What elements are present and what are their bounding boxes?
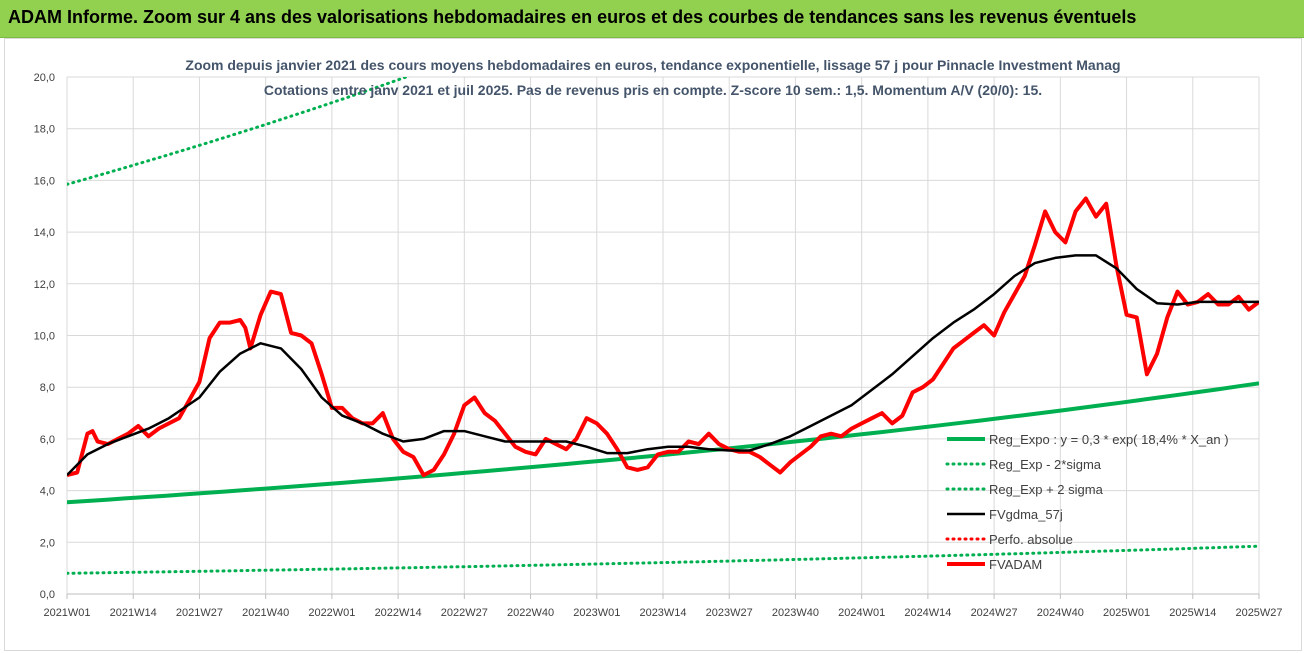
series-line-reg-exp-2-sigma bbox=[67, 544, 1259, 575]
axis-labels: 0,0 2,0 4,0 6,0 8,0 10,0 12,0 14,0 16,0 18,0 20,0 2… bbox=[34, 72, 1283, 619]
legend-label: FVADAM bbox=[989, 557, 1042, 572]
y-tick-label: 4,0 bbox=[40, 486, 55, 498]
x-tick-label: 2022W27 bbox=[441, 607, 488, 619]
y-tick-label: 2,0 bbox=[40, 537, 55, 549]
header-bar: ADAM Informe. Zoom sur 4 ans des valoris… bbox=[0, 0, 1304, 38]
legend: Reg_Expo : y = 0,3 * exp( 18,4% * X_an )… bbox=[945, 432, 1229, 572]
x-tick-label: 2025W14 bbox=[1169, 607, 1216, 619]
y-tick-label: 8,0 bbox=[40, 382, 55, 394]
x-tick-label: 2022W14 bbox=[375, 607, 422, 619]
y-tick-label: 6,0 bbox=[40, 434, 55, 446]
x-tick-label: 2021W01 bbox=[43, 607, 90, 619]
chart-area: 0,0 2,0 4,0 6,0 8,0 10,0 12,0 14,0 16,0 18,0 20,0 2… bbox=[4, 38, 1302, 651]
page-title: ADAM Informe. Zoom sur 4 ans des valoris… bbox=[8, 7, 1137, 27]
y-tick-label: 12,0 bbox=[34, 279, 55, 291]
legend-label: Reg_Expo : y = 0,3 * exp( 18,4% * X_an ) bbox=[989, 432, 1229, 447]
x-tick-label: 2023W27 bbox=[706, 607, 753, 619]
y-tick-label: 14,0 bbox=[34, 227, 55, 239]
x-tick-label: 2024W14 bbox=[904, 607, 951, 619]
x-tick-label: 2023W40 bbox=[772, 607, 819, 619]
chart-subtitle-line1: Zoom depuis janvier 2021 des cours moyen… bbox=[185, 57, 1120, 73]
line-chart: 0,0 2,0 4,0 6,0 8,0 10,0 12,0 14,0 16,0 18,0 20,0 2… bbox=[34, 57, 1283, 619]
x-tick-label: 2023W14 bbox=[639, 607, 686, 619]
x-tick-label: 2025W27 bbox=[1235, 607, 1282, 619]
y-tick-label: 18,0 bbox=[34, 124, 55, 136]
series-line-fvadam bbox=[67, 196, 1259, 478]
x-tick-label: 2024W27 bbox=[971, 607, 1018, 619]
y-tick-label: 0,0 bbox=[40, 589, 55, 601]
x-tick-label: 2024W40 bbox=[1037, 607, 1084, 619]
x-tick-label: 2021W14 bbox=[110, 607, 157, 619]
gridlines bbox=[66, 76, 1260, 599]
x-tick-label: 2025W01 bbox=[1103, 607, 1150, 619]
series-group bbox=[67, 77, 1259, 575]
x-tick-label: 2024W01 bbox=[838, 607, 885, 619]
legend-label: Perfo. absolue bbox=[989, 532, 1073, 547]
x-tick-label: 2021W27 bbox=[176, 607, 223, 619]
legend-label: Reg_Exp + 2 sigma bbox=[989, 482, 1104, 497]
x-tick-label: 2022W01 bbox=[308, 607, 355, 619]
y-tick-label: 16,0 bbox=[34, 175, 55, 187]
legend-label: FVgdma_57j bbox=[989, 507, 1063, 522]
legend-label: Reg_Exp - 2*sigma bbox=[989, 457, 1102, 472]
chart-subtitle-line2: Cotations entre janv 2021 et juil 2025. … bbox=[264, 82, 1042, 98]
series-line-fvgdma-57j bbox=[67, 254, 1259, 476]
x-tick-label: 2023W01 bbox=[573, 607, 620, 619]
x-tick-label: 2022W40 bbox=[507, 607, 554, 619]
y-tick-label: 20,0 bbox=[34, 72, 55, 84]
y-tick-label: 10,0 bbox=[34, 331, 55, 343]
x-tick-label: 2021W40 bbox=[242, 607, 289, 619]
